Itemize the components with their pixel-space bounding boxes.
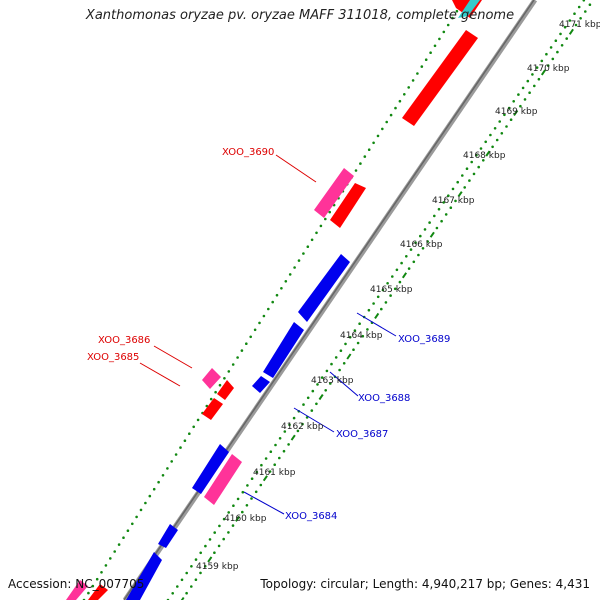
- gene-label-xoo-3685[interactable]: XOO_3685: [87, 352, 139, 363]
- cds-feature-xoo-3687[interactable]: [252, 376, 270, 393]
- gene-label-xoo-3689[interactable]: XOO_3689: [398, 334, 450, 345]
- accession-label: Accession: NC_007705: [8, 577, 145, 591]
- cds-feature[interactable]: [402, 30, 478, 126]
- tick-label: 4162 kbp: [281, 422, 324, 432]
- tick-label: 4160 kbp: [224, 514, 267, 524]
- kbp-tick-labels: 4159 kbp 4160 kbp 4161 kbp 4162 kbp 4163…: [196, 20, 600, 572]
- topology-summary: Topology: circular; Length: 4,940,217 bp…: [260, 577, 590, 591]
- other-feature[interactable]: [204, 454, 242, 505]
- cds-feature-xoo-3689[interactable]: [298, 254, 350, 322]
- gene-label-xoo-3687[interactable]: XOO_3687: [336, 429, 388, 440]
- cds-feature[interactable]: [158, 524, 178, 548]
- gene-label-xoo-3686[interactable]: XOO_3686: [98, 335, 150, 346]
- tick-label: 4171 kbp: [559, 20, 600, 30]
- tick-label: 4167 kbp: [432, 196, 475, 206]
- cds-feature[interactable]: [66, 580, 88, 600]
- tick-label: 4165 kbp: [370, 285, 413, 295]
- gene-label-xoo-3684[interactable]: XOO_3684: [285, 511, 337, 522]
- cds-feature-xoo-3686[interactable]: [202, 368, 221, 389]
- genome-backbone: [122, 0, 538, 600]
- cds-feature[interactable]: [126, 552, 162, 600]
- inner-dotted-ring: [166, 0, 586, 600]
- gene-labels: XOO_3690 XOO_3686 XOO_3685 XOO_3689 XOO_…: [87, 147, 450, 522]
- outer-dotted-ring: [82, 2, 463, 600]
- gene-label-leaders: [139, 154, 397, 515]
- tick-label: 4170 kbp: [527, 64, 570, 74]
- inner-dotted-ring-2: [180, 3, 592, 600]
- cds-feature-xoo-3690-a[interactable]: [314, 168, 354, 218]
- gene-label-xoo-3690[interactable]: XOO_3690: [222, 147, 274, 158]
- tick-label: 4164 kbp: [340, 331, 383, 341]
- gene-label-xoo-3688[interactable]: XOO_3688: [358, 393, 410, 404]
- forward-features: [66, 0, 482, 600]
- cds-feature-xoo-3685-b[interactable]: [202, 398, 223, 420]
- tick-label: 4166 kbp: [400, 240, 443, 250]
- cds-feature-xoo-3690-b[interactable]: [330, 183, 366, 228]
- genome-title: Xanthomonas oryzae pv. oryzae MAFF 31101…: [85, 8, 515, 23]
- cds-feature-xoo-3688[interactable]: [263, 322, 304, 378]
- cds-feature[interactable]: [88, 584, 108, 600]
- tick-label: 4168 kbp: [463, 151, 506, 161]
- cds-feature-xoo-3684[interactable]: [192, 444, 229, 494]
- reverse-features: [126, 254, 350, 600]
- tick-label: 4169 kbp: [495, 107, 538, 117]
- misc-feature[interactable]: [458, 0, 480, 18]
- cds-feature-xoo-3685-a[interactable]: [217, 380, 234, 400]
- tick-label: 4159 kbp: [196, 562, 239, 572]
- tick-label: 4161 kbp: [253, 468, 296, 478]
- tick-label: 4163 kbp: [311, 376, 354, 386]
